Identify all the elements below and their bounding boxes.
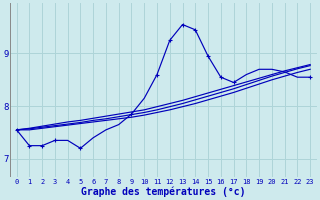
X-axis label: Graphe des températures (°c): Graphe des températures (°c)	[81, 186, 246, 197]
